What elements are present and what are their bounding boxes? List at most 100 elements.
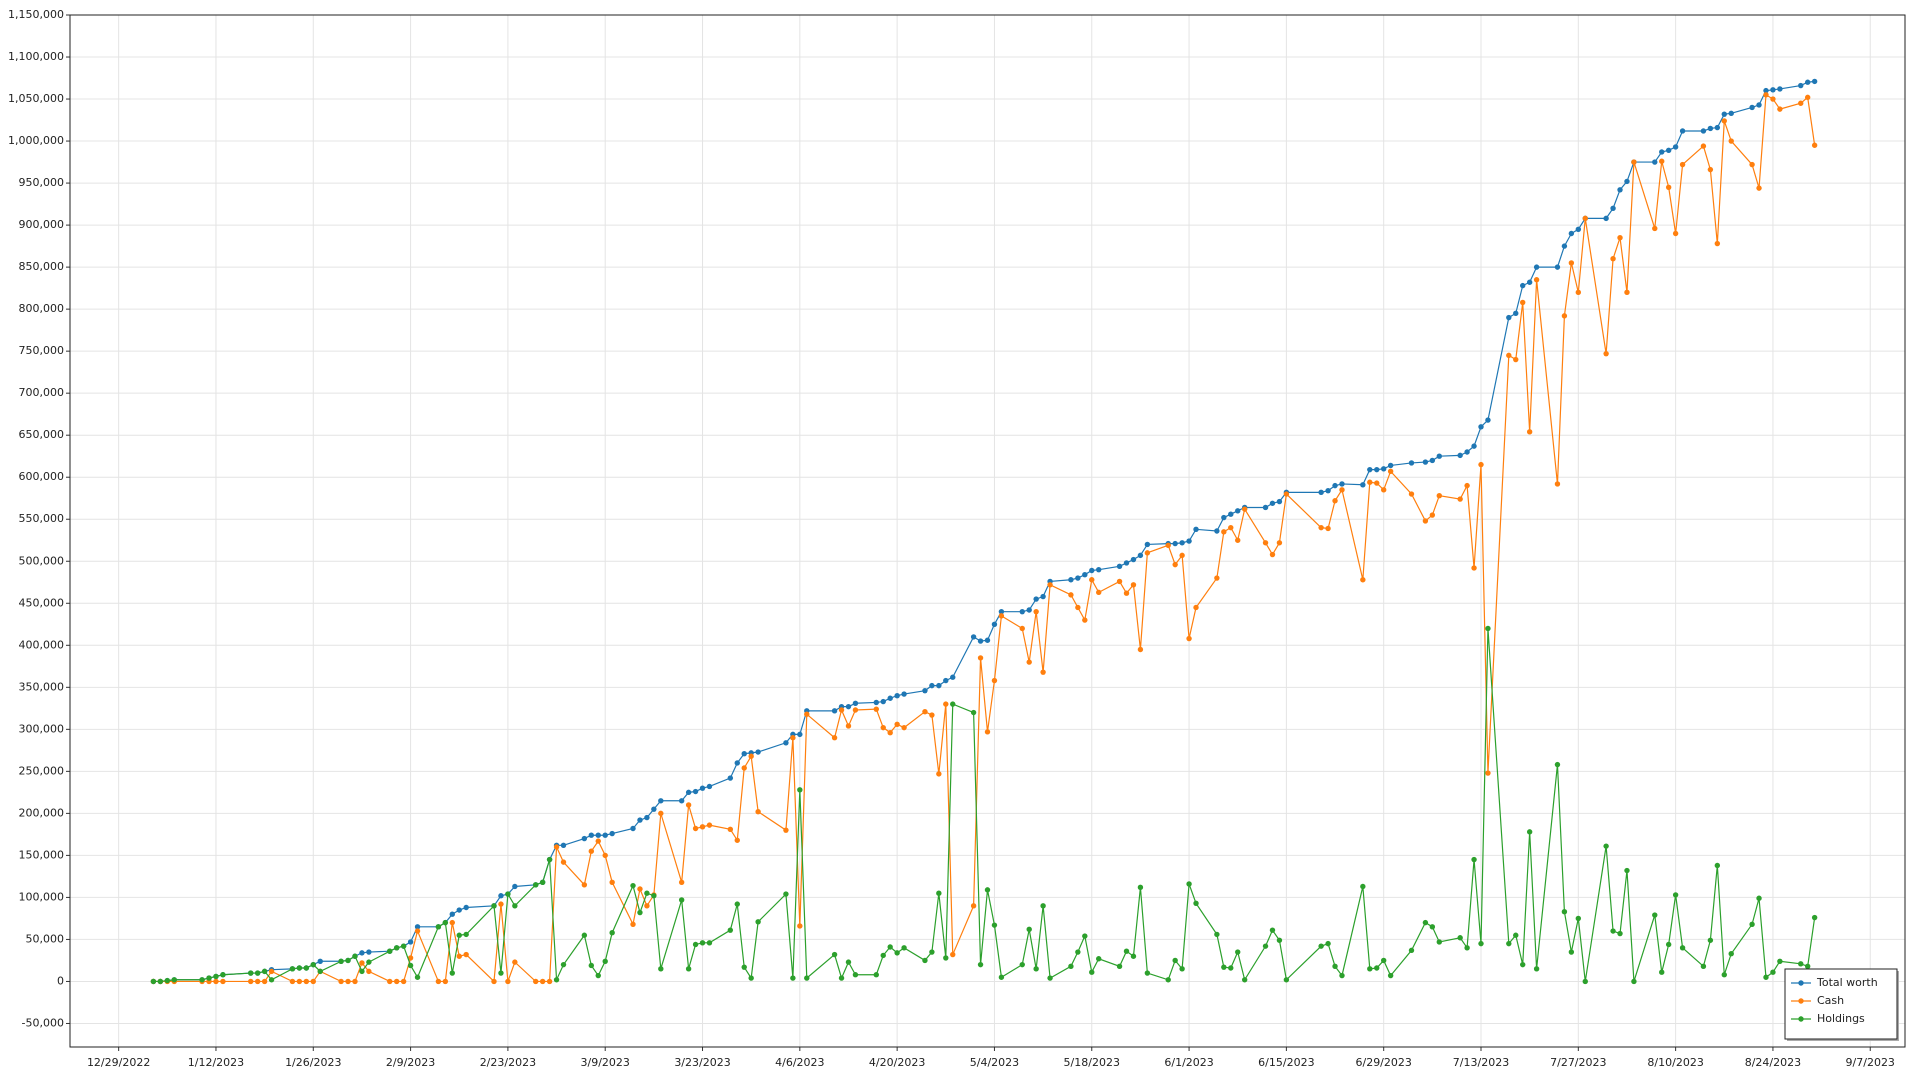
point: [602, 852, 608, 859]
y-tick-label: 300,000: [19, 722, 65, 735]
point: [741, 751, 747, 757]
point: [1603, 215, 1609, 222]
point: [1186, 635, 1192, 642]
point: [1096, 956, 1102, 962]
point: [644, 890, 650, 896]
point: [685, 789, 692, 796]
point: [268, 968, 275, 975]
y-tick-label: 150,000: [19, 848, 65, 861]
point: [1269, 551, 1276, 558]
point: [678, 879, 685, 885]
point: [1144, 550, 1151, 556]
point: [658, 798, 664, 804]
point: [393, 978, 400, 985]
point: [1665, 184, 1672, 190]
point: [1526, 829, 1533, 835]
point: [310, 961, 316, 968]
point: [998, 608, 1005, 615]
point: [887, 729, 893, 736]
point: [699, 824, 706, 830]
point: [338, 978, 344, 985]
point: [1172, 540, 1178, 547]
point: [602, 832, 608, 838]
point: [685, 802, 692, 808]
point: [1568, 949, 1575, 955]
point: [248, 978, 254, 985]
point: [220, 972, 226, 978]
x-tick-label: 7/27/2023: [1550, 1056, 1606, 1069]
point: [929, 682, 935, 689]
point: [366, 949, 372, 955]
point: [456, 907, 462, 913]
point: [1089, 969, 1095, 975]
legend-label: Total worth: [1816, 976, 1878, 989]
point: [804, 975, 810, 981]
point: [213, 973, 219, 980]
point: [303, 978, 310, 985]
point: [1533, 966, 1540, 972]
point: [1561, 313, 1568, 319]
y-tick-label: 100,000: [19, 890, 65, 903]
point: [1610, 256, 1616, 262]
point: [1478, 940, 1484, 947]
point: [1033, 966, 1039, 972]
point: [199, 977, 205, 983]
point: [505, 978, 511, 985]
point: [1798, 961, 1804, 967]
point: [463, 951, 469, 958]
point: [1672, 144, 1679, 150]
point: [1408, 947, 1415, 954]
point: [1019, 625, 1025, 632]
point: [1130, 556, 1137, 563]
point: [1652, 912, 1658, 918]
point: [1624, 867, 1630, 874]
point: [1283, 977, 1290, 983]
point: [1721, 111, 1727, 117]
point: [1116, 963, 1123, 970]
point: [1096, 566, 1102, 573]
point: [387, 948, 393, 954]
point: [1332, 498, 1338, 504]
point: [1221, 529, 1227, 535]
point: [1436, 939, 1442, 945]
point: [546, 856, 553, 863]
point: [1068, 963, 1074, 970]
point: [560, 961, 567, 968]
point: [1262, 504, 1269, 511]
point: [387, 978, 393, 985]
point: [1533, 277, 1540, 283]
point: [692, 941, 699, 948]
point: [491, 978, 497, 985]
point: [609, 930, 615, 936]
x-tick-label: 4/20/2023: [869, 1056, 925, 1069]
point: [1429, 924, 1436, 930]
point: [1123, 948, 1130, 954]
point: [1804, 94, 1811, 101]
point: [1554, 264, 1561, 270]
point: [1631, 978, 1637, 985]
point: [838, 707, 845, 713]
point: [943, 955, 949, 961]
point: [1485, 417, 1491, 423]
point: [1804, 963, 1811, 970]
point: [248, 970, 254, 976]
point: [637, 909, 643, 916]
point: [1360, 883, 1366, 890]
point: [1721, 118, 1727, 124]
point: [1214, 528, 1220, 534]
point: [977, 655, 984, 661]
y-tick-label: 1,150,000: [8, 8, 64, 21]
point: [644, 903, 650, 909]
point: [1367, 966, 1373, 972]
point: [1096, 589, 1102, 596]
point: [1179, 966, 1185, 972]
point: [1679, 945, 1686, 951]
x-tick-label: 6/29/2023: [1355, 1056, 1411, 1069]
point: [553, 844, 560, 850]
point: [352, 978, 358, 985]
point: [1429, 457, 1436, 464]
point: [734, 901, 740, 907]
point: [261, 968, 268, 975]
point: [852, 707, 859, 713]
point: [1665, 147, 1672, 154]
